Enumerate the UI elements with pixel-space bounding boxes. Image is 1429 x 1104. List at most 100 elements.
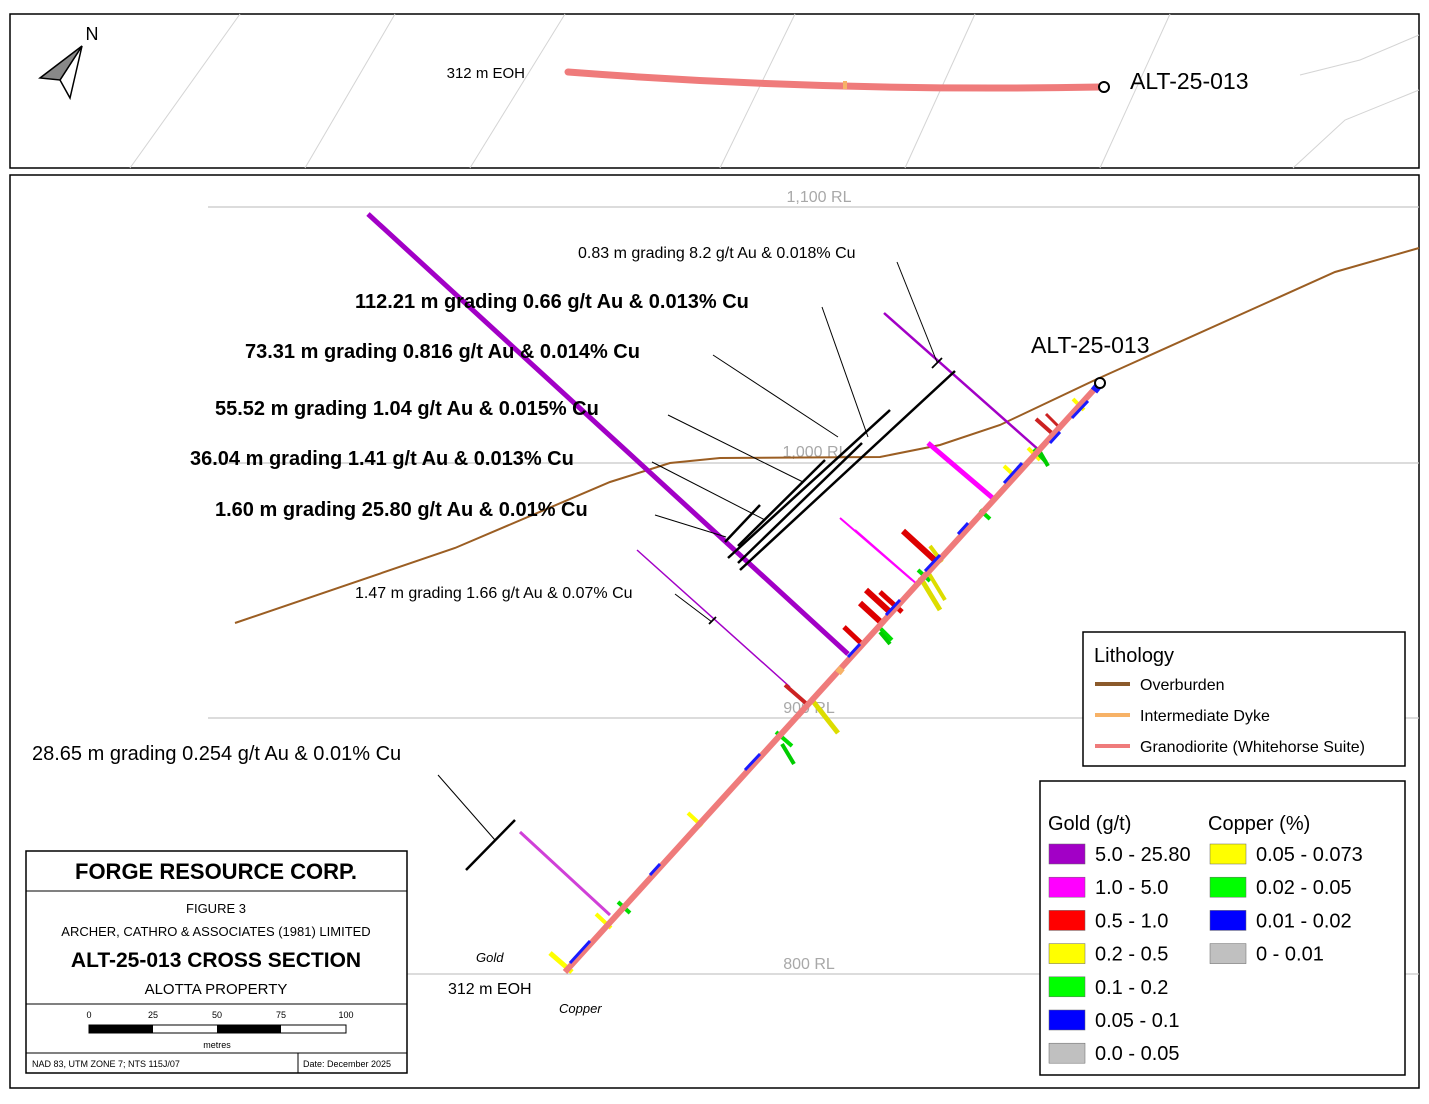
intercept-label-1-47m: 1.47 m grading 1.66 g/t Au & 0.07% Cu: [355, 585, 633, 602]
bracket-36m: [737, 459, 826, 547]
bracket-55m: [737, 442, 863, 564]
rl-labels: 1,100 RL 1,000 RL 900 RL 800 RL: [783, 189, 852, 973]
gold-bar: [883, 312, 1041, 452]
section-drill-trace: [562, 380, 1103, 975]
lithology-legend: Lithology Overburden Intermediate Dyke G…: [1082, 631, 1406, 767]
copper-bar: [917, 575, 943, 612]
gold-legend-swatch: [1048, 1042, 1086, 1064]
copper-legend-items: 0.05 - 0.073 0.02 - 0.05 0.01 - 0.02 0 - 0.…: [1209, 843, 1363, 966]
rl-label-800: 800 RL: [783, 956, 835, 973]
copper-legend-label: 0.02 - 0.05: [1256, 877, 1352, 899]
copper-legend-swatch: [1209, 943, 1247, 964]
scale-bar: 0 25 50 75 100 metres: [86, 1010, 353, 1050]
intercept-brackets: [465, 357, 956, 871]
bracket-0-83m: [931, 357, 943, 369]
intercept-label-28m: 28.65 m grading 0.254 g/t Au & 0.01% Cu: [32, 743, 401, 765]
bracket-1-60m: [724, 504, 761, 543]
gold-bar: [926, 441, 997, 502]
intercept-label-73m: 73.31 m grading 0.816 g/t Au & 0.014% Cu: [245, 341, 640, 363]
gold-legend-label: 0.1 - 0.2: [1095, 977, 1168, 999]
bracket-1-47m: [708, 616, 717, 625]
copper-bar: [810, 698, 840, 735]
plan-drill-trace: [564, 68, 1104, 92]
gold-legend-swatch: [1048, 876, 1086, 898]
blue-grade-ticks: [568, 399, 1090, 965]
scale-tick-0: 0: [86, 1010, 91, 1020]
gold-bar: [854, 529, 919, 586]
copper-legend-label: 0.01 - 0.02: [1256, 910, 1352, 932]
gold-bar: [518, 830, 612, 917]
scale-tick-25: 25: [148, 1010, 158, 1020]
plan-view-panel: N 312 m EOH ALT-25-013: [9, 13, 1420, 169]
title-block: FORGE RESOURCE CORP. FIGURE 3 ARCHER, CA…: [25, 850, 408, 1074]
gold-legend-label: 1.0 - 5.0: [1095, 877, 1168, 899]
copper-grade-bars: [780, 451, 1050, 766]
scale-tick-100: 100: [338, 1010, 353, 1020]
gold-side-label: Gold: [476, 950, 504, 965]
author-name: ARCHER, CATHRO & ASSOCIATES (1981) LIMIT…: [61, 924, 370, 939]
copper-legend-label: 0.05 - 0.073: [1256, 844, 1363, 866]
overburden-topography-line: [234, 247, 1420, 624]
gold-bar: [366, 212, 850, 656]
leader-lines: [437, 261, 938, 841]
plan-eoh-label: 312 m EOH: [447, 65, 525, 82]
copper-legend-label: 0 - 0.01: [1256, 944, 1324, 966]
company-name: FORGE RESOURCE CORP.: [75, 859, 357, 884]
section-eoh-label: 312 m EOH: [448, 981, 532, 998]
copper-bar: [780, 742, 796, 766]
intercept-label-1-60m: 1.60 m grading 25.80 g/t Au & 0.01% Cu: [215, 499, 588, 521]
gold-bar: [900, 528, 941, 566]
figure-number: FIGURE 3: [186, 901, 246, 916]
lithology-legend-frame: [1082, 631, 1406, 767]
copper-side-label: Copper: [559, 1001, 602, 1016]
north-arrow-icon: N: [38, 24, 99, 101]
gold-legend-swatch: [1048, 910, 1086, 931]
copper-bar: [926, 570, 947, 602]
gold-legend-label: 0.0 - 0.05: [1095, 1043, 1180, 1065]
grade-legend: Gold (g/t) Copper (%) 5.0 - 25.80 1.0 - 5…: [1039, 780, 1406, 1076]
gold-bar: [783, 683, 810, 707]
property-name: ALOTTA PROPERTY: [145, 981, 288, 998]
copper-bar: [1038, 451, 1050, 467]
north-label: N: [86, 24, 99, 44]
gold-bar: [878, 626, 894, 642]
plan-view-frame: [9, 13, 1420, 169]
gold-legend-swatch: [1048, 976, 1086, 998]
copper-legend-swatch: [1209, 910, 1247, 931]
figure-title: ALT-25-013 CROSS SECTION: [71, 949, 361, 972]
gold-legend-items: 5.0 - 25.80 1.0 - 5.0 0.5 - 1.0 0.2 - 0.5 0.…: [1048, 843, 1191, 1065]
intercept-label-112m: 112.21 m grading 0.66 g/t Au & 0.013% Cu: [355, 291, 749, 313]
intercept-label-36m: 36.04 m grading 1.41 g/t Au & 0.013% Cu: [190, 448, 574, 470]
lithology-label-dyke: Intermediate Dyke: [1140, 708, 1270, 725]
gold-legend-label: 0.2 - 0.5: [1095, 944, 1168, 966]
gold-legend-label: 0.5 - 1.0: [1095, 910, 1168, 932]
rl-label-1100: 1,100 RL: [787, 189, 852, 206]
intercept-labels: 0.83 m grading 8.2 g/t Au & 0.018% Cu 11…: [32, 245, 856, 765]
scale-tick-75: 75: [276, 1010, 286, 1020]
projection-info: NAD 83, UTM ZONE 7; NTS 115J/07: [32, 1059, 180, 1069]
copper-legend-title: Copper (%): [1208, 813, 1310, 835]
scale-tick-50: 50: [212, 1010, 222, 1020]
gold-bar: [842, 625, 864, 646]
gold-bar: [863, 587, 893, 615]
lithology-label-overburden: Overburden: [1140, 677, 1225, 694]
copper-legend-swatch: [1209, 843, 1247, 865]
gold-legend-swatch: [1048, 1009, 1086, 1031]
lithology-label-granodiorite: Granodiorite (Whitehorse Suite): [1140, 739, 1365, 756]
copper-bar: [878, 630, 892, 646]
intercept-label-55m: 55.52 m grading 1.04 g/t Au & 0.015% Cu: [215, 398, 599, 420]
copper-legend-swatch: [1209, 876, 1247, 898]
section-hole-label: ALT-25-013: [1031, 332, 1149, 358]
gold-legend-label: 5.0 - 25.80: [1095, 844, 1191, 866]
title-block-frame: [25, 850, 408, 1074]
section-collar-marker: [1094, 377, 1106, 389]
bracket-28m: [465, 819, 516, 871]
scale-unit: metres: [203, 1040, 231, 1050]
bracket-112m: [739, 370, 956, 571]
bracket-73m: [727, 409, 891, 559]
section-dyke-segment: [835, 665, 845, 676]
plan-hole-label: ALT-25-013: [1130, 68, 1248, 94]
gold-legend-label: 0.05 - 0.1: [1095, 1010, 1180, 1032]
gold-legend-swatch: [1048, 943, 1086, 964]
